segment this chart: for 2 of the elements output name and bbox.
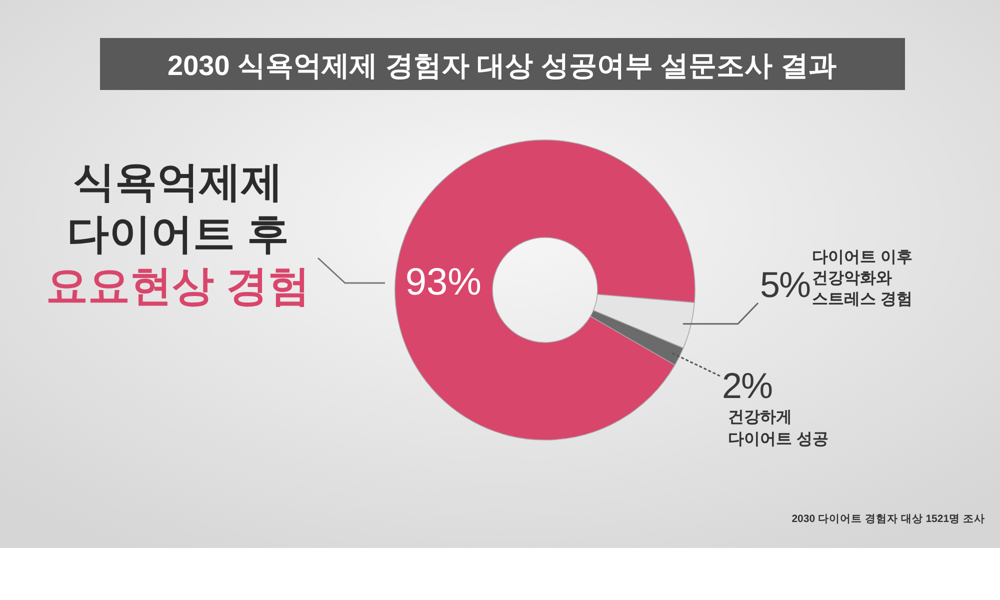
title: 2030 식욕억제제 경험자 대상 성공여부 설문조사 결과 (168, 50, 836, 81)
annotation: 2030 다이어트 경험자 대상 1521명 조사 (792, 513, 985, 525)
